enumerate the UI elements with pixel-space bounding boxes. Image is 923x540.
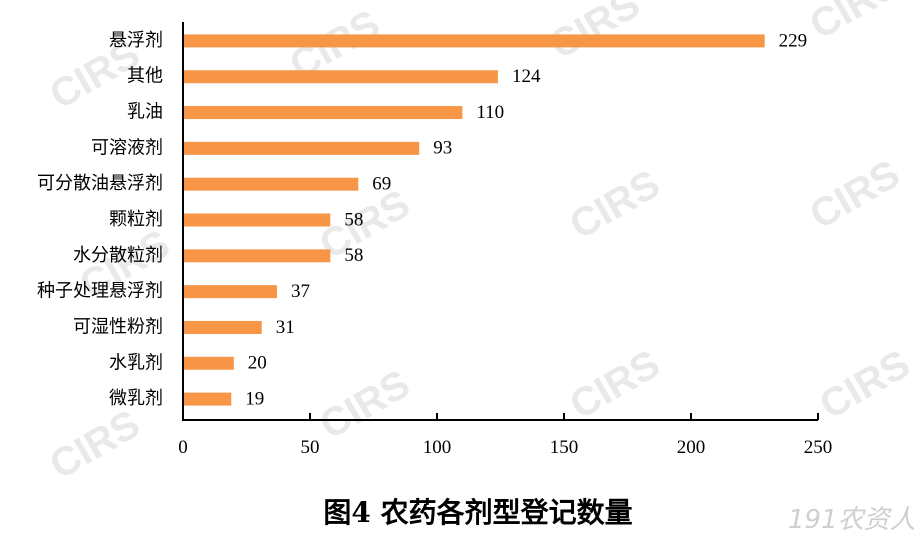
data-label: 58 [344, 209, 363, 230]
axes: 0 50 100 150 200 250 [178, 22, 832, 458]
category-label: 水乳剂 [109, 352, 163, 373]
data-label: 110 [476, 102, 504, 123]
bar [183, 320, 262, 334]
category-label: 可湿性粉剂 [73, 316, 163, 337]
cirs-watermark: CIRS [563, 342, 668, 428]
x-tick-label: 50 [301, 437, 320, 458]
cirs-watermark: CIRS [543, 0, 648, 68]
data-label: 93 [433, 138, 452, 159]
bar [183, 213, 331, 227]
brand-watermark: 191农资人 [788, 505, 916, 535]
data-label: 31 [276, 317, 295, 338]
category-label: 可分散油悬浮剂 [37, 173, 163, 194]
bar [183, 285, 277, 299]
data-label: 37 [291, 281, 310, 302]
category-label: 其他 [127, 66, 163, 87]
bar [183, 34, 765, 48]
bar [183, 392, 232, 406]
category-label: 乳油 [127, 102, 163, 123]
bar [183, 70, 498, 84]
x-tick-label: 100 [423, 437, 452, 458]
bar [183, 177, 359, 191]
bar [183, 141, 420, 155]
data-label: 20 [248, 353, 267, 374]
cirs-watermark: CIRS [563, 162, 668, 248]
category-label: 种子处理悬浮剂 [37, 281, 163, 302]
data-label: 124 [512, 66, 541, 87]
chart-title: 图4 农药各剂型登记数量 [323, 496, 632, 529]
bar [183, 356, 234, 370]
x-tick-label: 200 [677, 437, 706, 458]
category-label: 微乳剂 [109, 388, 163, 409]
category-label: 可溶液剂 [91, 137, 163, 158]
cirs-watermark: CIRS [813, 342, 918, 428]
x-tick-label: 150 [550, 437, 579, 458]
x-tick-label: 250 [804, 437, 833, 458]
cirs-watermark: CIRS [313, 362, 418, 448]
bar [183, 249, 331, 263]
cirs-watermark: CIRS [43, 402, 148, 488]
data-label: 69 [372, 174, 391, 195]
data-label: 229 [779, 30, 808, 51]
bars: 悬浮剂 229 其他 124 乳油 110 可溶液剂 93 可分散油悬浮剂 69 颗粒剂 58 水分散粒… [37, 30, 807, 410]
cirs-watermark: CIRS [803, 0, 908, 48]
category-label: 悬浮剂 [109, 30, 163, 51]
data-label: 58 [344, 245, 363, 266]
category-label: 水分散粒剂 [73, 245, 163, 266]
data-label: 19 [245, 388, 264, 409]
category-label: 颗粒剂 [109, 209, 163, 230]
x-tick-label: 0 [178, 437, 188, 458]
cirs-watermark: CIRS [803, 152, 908, 238]
bar [183, 106, 463, 120]
